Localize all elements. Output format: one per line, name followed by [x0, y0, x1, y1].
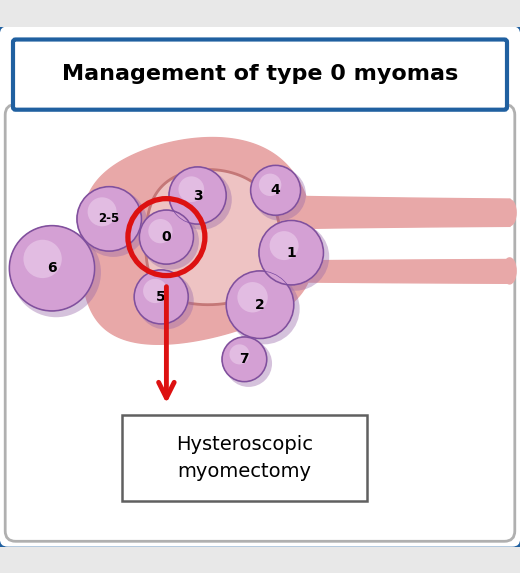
- Circle shape: [169, 167, 226, 224]
- Polygon shape: [146, 170, 281, 305]
- Circle shape: [222, 337, 267, 382]
- Circle shape: [254, 168, 306, 221]
- Circle shape: [229, 344, 250, 364]
- Circle shape: [178, 176, 204, 202]
- Circle shape: [143, 279, 167, 303]
- Circle shape: [269, 231, 298, 260]
- Text: 6: 6: [47, 261, 57, 275]
- Circle shape: [259, 174, 281, 196]
- Ellipse shape: [503, 258, 516, 284]
- Circle shape: [134, 270, 188, 324]
- Polygon shape: [81, 138, 315, 344]
- FancyBboxPatch shape: [122, 415, 367, 501]
- Circle shape: [142, 213, 199, 270]
- Circle shape: [172, 170, 232, 230]
- Circle shape: [139, 210, 193, 264]
- Circle shape: [137, 273, 194, 329]
- Circle shape: [262, 223, 329, 291]
- Text: 4: 4: [271, 183, 280, 197]
- Circle shape: [87, 197, 116, 226]
- Text: 0: 0: [162, 230, 171, 244]
- Circle shape: [77, 187, 141, 251]
- Text: Management of type 0 myomas: Management of type 0 myomas: [62, 64, 458, 84]
- Text: 7: 7: [240, 352, 249, 366]
- Text: 1: 1: [287, 246, 296, 260]
- FancyBboxPatch shape: [5, 104, 515, 541]
- Ellipse shape: [503, 199, 516, 226]
- Circle shape: [80, 189, 147, 257]
- Text: 2-5: 2-5: [99, 213, 120, 225]
- Circle shape: [251, 166, 301, 215]
- Circle shape: [225, 340, 272, 387]
- Circle shape: [229, 273, 300, 344]
- Circle shape: [9, 226, 95, 311]
- Text: 3: 3: [193, 189, 202, 202]
- Circle shape: [259, 221, 323, 285]
- Circle shape: [237, 282, 268, 312]
- Circle shape: [148, 219, 173, 244]
- Text: Hysteroscopic
myomectomy: Hysteroscopic myomectomy: [176, 435, 313, 481]
- Text: 5: 5: [157, 290, 166, 304]
- Circle shape: [11, 227, 101, 317]
- Circle shape: [23, 240, 62, 278]
- Text: 2: 2: [255, 298, 265, 312]
- Circle shape: [226, 271, 294, 339]
- FancyBboxPatch shape: [13, 40, 507, 109]
- FancyBboxPatch shape: [0, 24, 520, 549]
